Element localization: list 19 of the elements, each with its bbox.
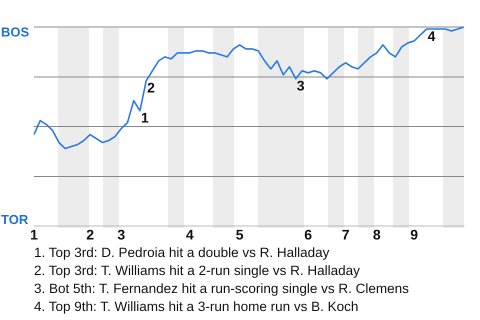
annotation: 1 xyxy=(140,110,149,126)
x-tick-label: 8 xyxy=(372,226,381,242)
x-tick-label: 1 xyxy=(30,226,38,242)
x-tick-label: 7 xyxy=(342,226,350,242)
text: 3. Bot 5th: T. Fernandez hit a run-scoring single vs R. Clemens xyxy=(34,280,409,298)
x-tick-label: 6 xyxy=(304,226,312,242)
x-tick-label: 5 xyxy=(236,226,244,242)
text: 4. Top 9th: T. Williams hit a 3-run home run vs B. Koch xyxy=(34,298,360,316)
text: BOS xyxy=(1,24,30,40)
annotation: 3 xyxy=(296,78,305,94)
text: 1. Top 3rd: D. Pedroia hit a double vs R. Halladay xyxy=(34,244,330,262)
x-tick-label: 4 xyxy=(186,226,194,242)
x-tick-label: 3 xyxy=(117,226,126,242)
x-tick-label: 9 xyxy=(410,226,418,242)
annotation: 4 xyxy=(428,28,436,44)
x-tick-label: 2 xyxy=(86,226,94,242)
text: 2. Top 3rd: T. Williams hit a 2-run single vs R. Halladay xyxy=(34,262,361,280)
annotation: 2 xyxy=(147,80,156,96)
text: TOR xyxy=(1,212,29,227)
